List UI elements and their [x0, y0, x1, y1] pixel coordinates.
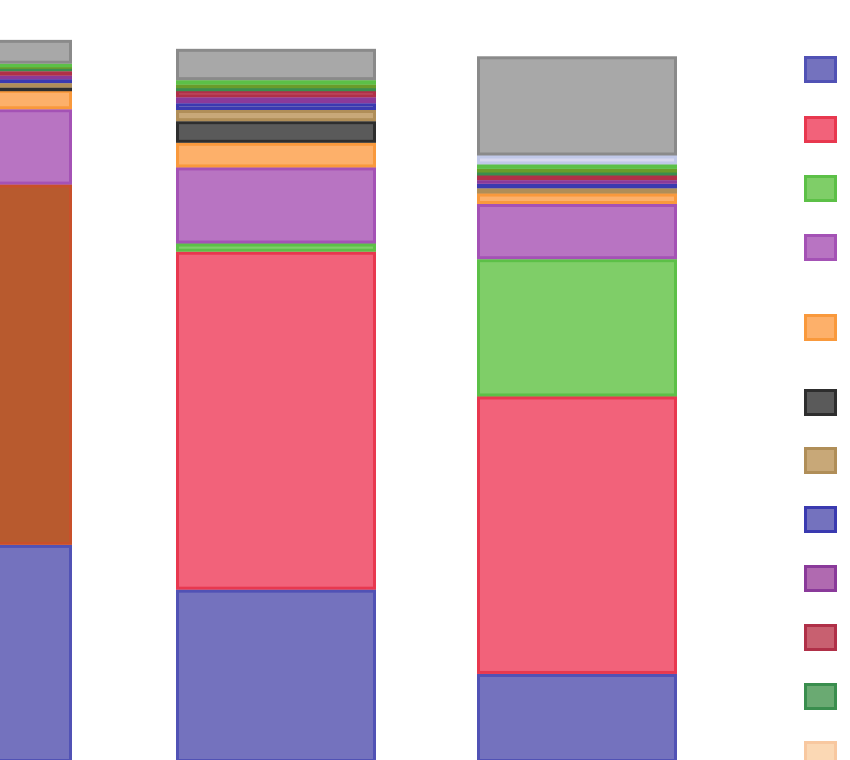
legend-swatch-12: [804, 741, 837, 760]
bar-segment-2-12: [176, 87, 376, 92]
bar-segment-1-14: [0, 63, 72, 68]
bar-segment-3-12: [477, 171, 677, 176]
bar-segment-2-13: [176, 84, 376, 89]
bar-segment-3-5: [477, 203, 677, 260]
legend-swatch-7: [804, 447, 837, 474]
legend-swatch-5: [804, 314, 837, 341]
legend-swatch-2: [804, 116, 837, 143]
bar-segment-2-14: [176, 80, 376, 85]
bar-segment-1-1: [0, 544, 72, 760]
bar-segment-1-12: [0, 67, 72, 72]
legend-swatch-8: [804, 506, 837, 533]
bar-segment-2-3: [176, 251, 376, 590]
legend-swatch-10: [804, 624, 837, 651]
bar-segment-3-11: [477, 174, 677, 181]
bar-segment-2-11: [176, 90, 376, 98]
legend-swatch-9: [804, 565, 837, 592]
bar-segment-1-6: [0, 89, 72, 110]
bar-segment-3-4: [477, 259, 677, 397]
bar-segment-1-5: [0, 109, 72, 185]
legend-swatch-4: [804, 234, 837, 261]
bar-segment-2-6: [176, 142, 376, 168]
bar-segment-3-3: [477, 396, 677, 674]
bar-segment-1-8: [0, 83, 72, 88]
bar-segment-2-16: [176, 48, 376, 81]
bar-segment-1-11: [0, 71, 72, 76]
bar-segment-1-16: [0, 39, 72, 64]
legend-swatch-3: [804, 175, 837, 202]
bar-segment-2-9: [176, 103, 376, 110]
bar-segment-2-1: [176, 589, 376, 760]
bar-segment-2-5: [176, 167, 376, 244]
legend-swatch-11: [804, 683, 837, 710]
bar-segment-3-15: [477, 155, 677, 165]
bar-segment-2-8: [176, 109, 376, 122]
bar-segment-3-9: [477, 183, 677, 189]
bar-segment-3-1: [477, 673, 677, 760]
bar-segment-3-13: [477, 168, 677, 173]
legend: [804, 56, 837, 760]
bars-layer: [0, 39, 677, 760]
bar-segment-1-2: [0, 184, 72, 545]
bar-segment-2-10: [176, 97, 376, 104]
bar-segment-3-10: [477, 180, 677, 184]
bar-segment-3-14: [477, 164, 677, 169]
legend-swatch-6: [804, 389, 837, 416]
bar-segment-3-6: [477, 193, 677, 204]
bar-segment-2-7: [176, 121, 376, 143]
bar-segment-1-9: [0, 79, 72, 84]
bar-segment-1-10: [0, 75, 72, 80]
bar-segment-3-16: [477, 56, 677, 156]
bar-segment-1-7: [0, 87, 72, 92]
bar-segment-3-8: [477, 188, 677, 194]
legend-swatch-1: [804, 56, 837, 83]
bar-segment-2-4: [176, 243, 376, 252]
